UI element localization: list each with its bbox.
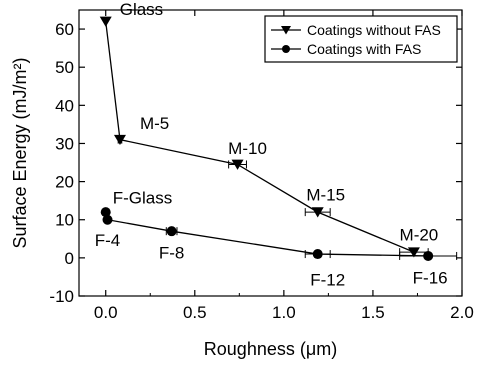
plot-frame [78,9,463,297]
triangle-marker [231,159,244,170]
annotation-m-20: M-20 [400,226,439,245]
triangle-marker [113,134,126,146]
data-series [99,16,458,261]
x-tick-label: 2.0 [450,303,474,322]
annotation-m-10: M-10 [228,139,267,158]
series-with-fas [100,207,458,261]
legend-label: Coatings with FAS [307,41,421,57]
triangle-marker [311,207,324,218]
annotation-f-8: F-8 [159,244,185,263]
y-tick-label: 40 [55,96,74,115]
y-tick-label: 50 [55,58,74,77]
circle-marker [312,249,323,260]
y-tick-label: 60 [55,20,74,39]
y-tick-label: 30 [55,134,74,153]
legend-entry: Coatings with FAS [271,41,421,57]
point-annotations: Glass M-5 M-10 M-15 M-20 F-Glass F-4 F-8 F-12 F-1… [95,0,448,290]
circle-marker [423,250,434,261]
x-tick-label: 0.5 [183,303,207,322]
y-tick-label: 20 [55,173,74,192]
annotation-glass: Glass [120,0,163,19]
annotation-m-5: M-5 [140,114,169,133]
legend-entry: Coatings without FAS [271,22,441,38]
triangle-marker [99,16,112,27]
x-tick-label: 1.5 [361,303,385,322]
annotation-f-16: F-16 [413,268,448,287]
series-line [105,211,429,257]
annotation-f-4: F-4 [95,231,121,250]
series-without-fas [99,16,429,258]
triangle-marker [407,247,420,258]
x-tick-label: 0.0 [94,303,118,322]
x-tick-label: 1.0 [272,303,296,322]
legend-triangle [281,26,291,35]
legend-circle [282,45,290,53]
circle-marker [100,207,111,218]
x-axis-label: Roughness (μm) [204,339,337,359]
legend-label: Coatings without FAS [307,22,441,38]
circle-marker [102,214,113,225]
y-axis-label: Surface Energy (mJ/m²) [10,57,30,248]
legend: Coatings without FAS Coatings with FAS [264,15,458,63]
annotation-m-15: M-15 [306,186,345,205]
plot-axes: 0.0 0.5 1.0 1.5 2.0 -10 0 10 20 30 40 50 60 [49,9,474,322]
annotation-f-12: F-12 [310,271,345,290]
y-tick-label: 0 [65,249,74,268]
y-tick-label: 10 [55,211,74,230]
circle-marker [166,226,177,237]
annotation-f-glass: F-Glass [113,189,173,208]
legend-box [264,15,458,63]
y-tick-label: -10 [49,287,74,306]
